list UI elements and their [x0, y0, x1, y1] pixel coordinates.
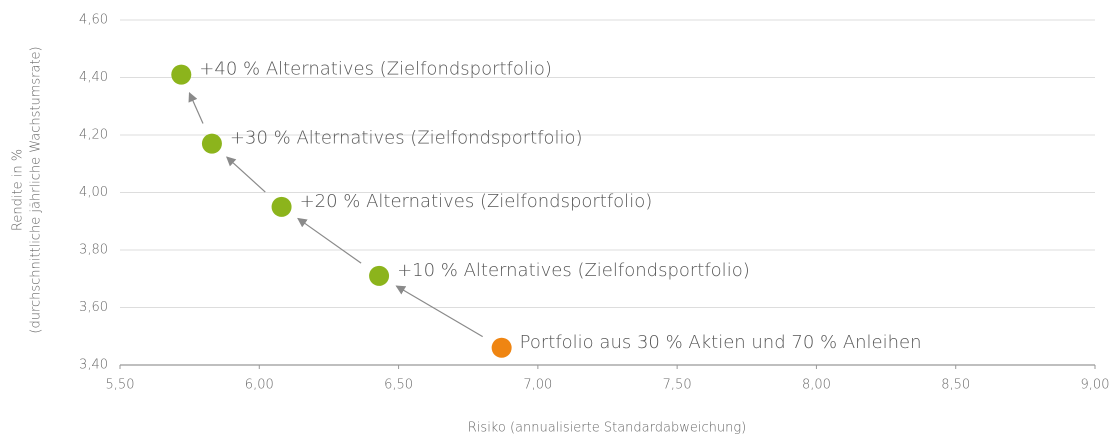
y-tick-label: 4,20: [79, 128, 108, 143]
x-tick-label: 6,50: [384, 378, 413, 393]
arrow: [297, 217, 362, 264]
y-tick-label: 3,40: [79, 358, 108, 373]
x-tick-label: 9,00: [1081, 378, 1110, 393]
point: [171, 64, 192, 85]
point-label: +10 % Alternatives (Zielfondsportfolio): [397, 260, 750, 281]
point: [201, 133, 222, 154]
y-tick-label: 3,60: [79, 300, 108, 315]
y-tick-label: 4,60: [79, 13, 108, 28]
arrow: [226, 156, 266, 193]
point: [491, 337, 512, 358]
x-tick-label: 8,50: [941, 378, 970, 393]
arrow: [188, 92, 204, 124]
point: [271, 196, 292, 217]
x-tick-label: 6,00: [245, 378, 274, 393]
x-axis-label: Risiko (annualisierte Standardabweichung…: [468, 421, 746, 436]
arrow: [395, 285, 483, 338]
y-tick-label: 4,00: [79, 185, 108, 200]
y-tick-label: 3,80: [79, 243, 108, 258]
point: [369, 265, 390, 286]
x-tick-label: 8,00: [802, 378, 831, 393]
x-tick-label: 7,00: [523, 378, 552, 393]
y-axis-label: Rendite in %: [11, 149, 26, 231]
point-label: +20 % Alternatives (Zielfondsportfolio): [300, 191, 653, 212]
point-label: +30 % Alternatives (Zielfondsportfolio): [230, 128, 583, 149]
x-tick-label: 5,50: [106, 378, 135, 393]
y-axis-label: (durchschnittliche jährliche Wachstumsra…: [29, 46, 44, 333]
x-tick-label: 7,50: [663, 378, 692, 393]
point-label: Portfolio aus 30 % Aktien und 70 % Anlei…: [520, 332, 922, 353]
y-tick-label: 4,40: [79, 70, 108, 85]
point-label: +40 % Alternatives (Zielfondsportfolio): [199, 59, 552, 80]
